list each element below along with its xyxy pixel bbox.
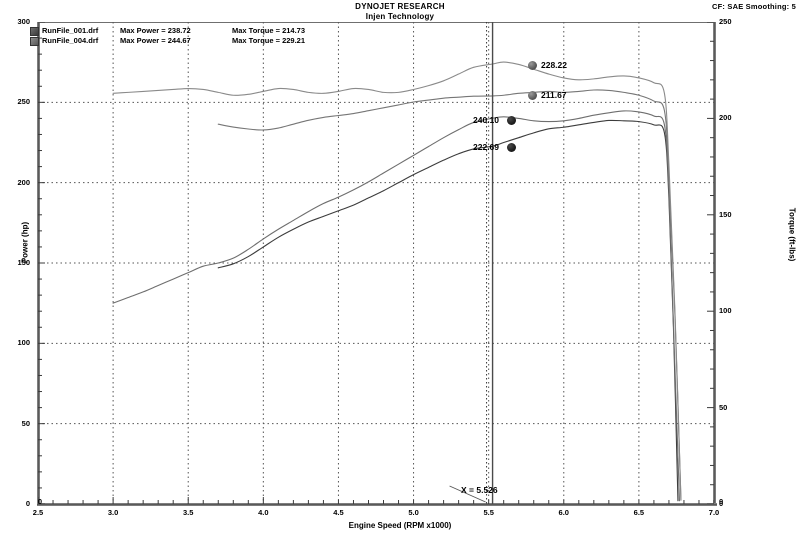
callout-228: 228.22 bbox=[541, 60, 567, 70]
chart-canvas bbox=[38, 22, 714, 504]
plot-area bbox=[38, 22, 714, 504]
x-axis-tick-label: 4.0 bbox=[258, 508, 269, 517]
run-004-swatch-icon bbox=[30, 36, 39, 46]
y-axis-left-zero: 0 bbox=[37, 497, 42, 506]
x-axis-tick-label: 7.0 bbox=[708, 508, 720, 517]
callout-240: 240.10 bbox=[473, 115, 499, 125]
x-axis-tick-label: 6.5 bbox=[633, 508, 645, 517]
x-axis-tick-label: 5.5 bbox=[483, 508, 494, 517]
y-axis-right-tick-label: 250 bbox=[719, 17, 732, 26]
y-axis-left-tick-label: 250 bbox=[17, 97, 30, 107]
y-axis-left-tick-label: 0 bbox=[25, 499, 30, 508]
callout-222: 222.69 bbox=[473, 142, 499, 152]
y-axis-right-tick-label: 150 bbox=[719, 209, 732, 219]
y-axis-right-tick-label: 200 bbox=[719, 113, 732, 123]
plot-top-border bbox=[38, 22, 714, 23]
y-axis-left-tick-label: 50 bbox=[21, 418, 30, 428]
x-axis-tick-label: 2.5 bbox=[32, 508, 44, 517]
y-axis-left-title: Power (hp) bbox=[20, 221, 30, 264]
callout-marker[interactable] bbox=[507, 143, 516, 152]
page-title: DYNOJET RESEARCH bbox=[355, 2, 445, 11]
callout-marker[interactable] bbox=[507, 116, 516, 125]
x-axis-tick-label: 5.0 bbox=[408, 508, 419, 517]
y-axis-left-tick-label: 150 bbox=[17, 258, 30, 267]
y-axis-right-line bbox=[713, 22, 716, 505]
legend-run-name: RunFile_004.drf bbox=[42, 36, 99, 45]
y-axis-right-zero: 0 bbox=[719, 497, 724, 506]
y-axis-left-tick-label: 200 bbox=[17, 177, 30, 187]
legend-run-name: RunFile_001.drf bbox=[42, 26, 99, 35]
correction-factor-label: CF: SAE Smoothing: 5 bbox=[712, 2, 796, 11]
clipped-bottom-row bbox=[0, 528, 800, 533]
cursor-x-readout: X = 5.526 bbox=[461, 485, 498, 495]
callout-marker[interactable] bbox=[528, 61, 537, 70]
x-axis-title: Engine Speed (RPM x1000) bbox=[348, 521, 452, 530]
run-001-swatch-icon bbox=[30, 26, 39, 36]
legend-row[interactable]: RunFile_004.drf Max Power = 244.67 Max T… bbox=[30, 36, 305, 46]
x-axis-line bbox=[37, 503, 717, 506]
y-axis-left-tick-label: 300 bbox=[17, 17, 30, 26]
legend-row[interactable]: RunFile_001.drf Max Power = 238.72 Max T… bbox=[30, 26, 305, 36]
legend-max-power: Max Power = 244.67 bbox=[120, 36, 191, 45]
y-axis-left-tick-label: 100 bbox=[17, 338, 30, 348]
y-axis-right-tick-label: 0 bbox=[719, 499, 724, 508]
page-subtitle: Injen Technology bbox=[365, 12, 435, 21]
legend-max-torque: Max Torque = 229.21 bbox=[232, 36, 306, 45]
callout-211: 211.67 bbox=[541, 90, 567, 100]
y-axis-right-tick-label: 50 bbox=[719, 402, 728, 412]
y-axis-right-tick-label: 100 bbox=[719, 306, 732, 316]
x-axis-tick-label: 3.0 bbox=[107, 508, 119, 517]
x-axis-tick-label: 6.0 bbox=[558, 508, 569, 517]
callout-marker[interactable] bbox=[528, 91, 537, 100]
x-axis-tick-label: 4.5 bbox=[333, 508, 344, 517]
y-axis-right-title: Torque (ft-lbs) bbox=[787, 207, 797, 262]
x-axis-tick-label: 3.5 bbox=[183, 508, 194, 517]
legend-max-torque: Max Torque = 214.73 bbox=[232, 26, 306, 35]
legend[interactable]: RunFile_001.drf Max Power = 238.72 Max T… bbox=[30, 26, 305, 46]
legend-max-power: Max Power = 238.72 bbox=[120, 26, 191, 35]
